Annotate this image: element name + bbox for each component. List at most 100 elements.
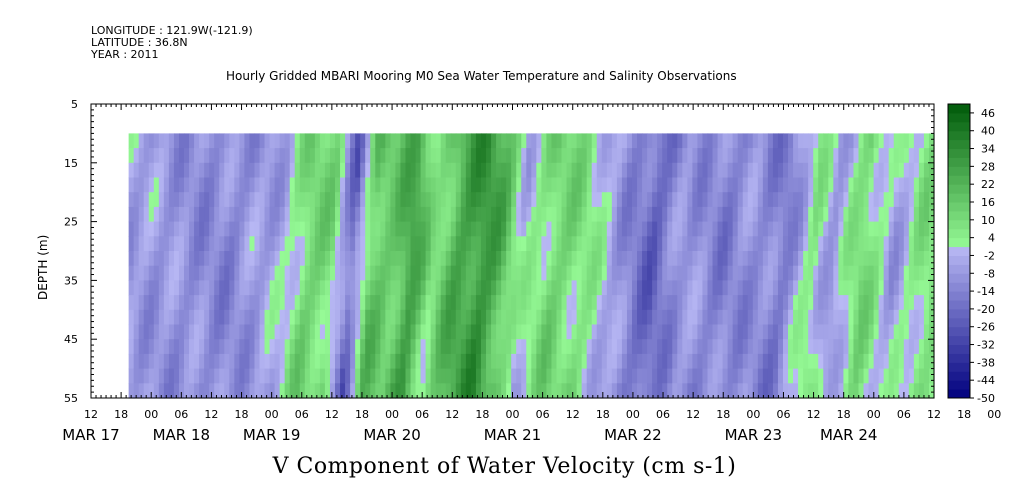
heatmap-cell bbox=[450, 192, 457, 208]
heatmap-cell bbox=[541, 236, 548, 252]
heatmap-cell bbox=[843, 192, 850, 208]
heatmap-cell bbox=[606, 368, 613, 384]
heatmap-cell bbox=[173, 206, 180, 223]
heatmap-cell bbox=[194, 280, 200, 296]
heatmap-cell bbox=[616, 133, 623, 149]
heatmap-cell bbox=[445, 206, 452, 223]
heatmap-cell bbox=[405, 148, 412, 164]
heatmap-cell bbox=[752, 309, 759, 326]
heatmap-cell bbox=[410, 265, 417, 281]
heatmap-cell bbox=[455, 251, 462, 267]
heatmap-cell bbox=[531, 236, 537, 252]
heatmap-cell bbox=[642, 309, 648, 326]
heatmap-cell bbox=[767, 368, 774, 384]
heatmap-cell bbox=[506, 192, 512, 208]
colorbar-label: 22 bbox=[981, 178, 995, 191]
heatmap-cell bbox=[244, 192, 251, 208]
heatmap-cell bbox=[269, 206, 276, 223]
heatmap-cell bbox=[647, 353, 653, 370]
heatmap-cell bbox=[345, 353, 351, 370]
heatmap-cell bbox=[626, 221, 633, 237]
heatmap-cell bbox=[626, 251, 633, 267]
heatmap-cell bbox=[511, 368, 517, 384]
heatmap-cell bbox=[400, 383, 407, 399]
heatmap-cell bbox=[642, 236, 648, 252]
heatmap-cell bbox=[234, 162, 240, 179]
heatmap-cell bbox=[274, 339, 281, 355]
heatmap-cell bbox=[455, 177, 462, 193]
heatmap-cell bbox=[370, 383, 376, 399]
heatmap-cell bbox=[244, 324, 251, 340]
heatmap-cell bbox=[923, 383, 930, 399]
heatmap-cell bbox=[596, 265, 603, 281]
heatmap-cell bbox=[732, 192, 739, 208]
x-hour-tick-label: 18 bbox=[475, 408, 489, 421]
heatmap-cell bbox=[309, 133, 316, 149]
heatmap-cell bbox=[591, 221, 598, 237]
heatmap-cell bbox=[324, 339, 331, 355]
heatmap-cell bbox=[637, 383, 643, 399]
heatmap-cell bbox=[405, 324, 412, 340]
heatmap-cell bbox=[808, 309, 814, 326]
heatmap-cell bbox=[672, 192, 678, 208]
heatmap-cell bbox=[279, 133, 286, 149]
heatmap-cell bbox=[853, 324, 860, 340]
heatmap-cell bbox=[329, 309, 336, 326]
heatmap-cell bbox=[662, 295, 668, 311]
heatmap-cell bbox=[239, 265, 245, 281]
heatmap-cell bbox=[314, 221, 321, 237]
heatmap-cell bbox=[732, 221, 739, 237]
heatmap-cell bbox=[314, 251, 321, 267]
heatmap-cell bbox=[752, 236, 759, 252]
colorbar-swatch bbox=[948, 237, 970, 248]
heatmap-cell bbox=[546, 221, 553, 237]
heatmap-cell bbox=[350, 221, 356, 237]
heatmap-cell bbox=[128, 368, 135, 384]
heatmap-cell bbox=[178, 236, 185, 252]
heatmap-cell bbox=[611, 353, 618, 370]
heatmap-cell bbox=[828, 192, 834, 208]
heatmap-cell bbox=[526, 324, 532, 340]
heatmap-cell bbox=[440, 206, 447, 223]
heatmap-cell bbox=[355, 206, 361, 223]
heatmap-cell bbox=[858, 265, 865, 281]
heatmap-cell bbox=[355, 162, 361, 179]
heatmap-cell bbox=[631, 295, 638, 311]
heatmap-cell bbox=[400, 339, 407, 355]
x-hour-tick-label: 12 bbox=[84, 408, 98, 421]
heatmap-cell bbox=[918, 251, 925, 267]
heatmap-cell bbox=[788, 221, 794, 237]
heatmap-cell bbox=[496, 162, 502, 179]
heatmap-cell bbox=[637, 206, 643, 223]
heatmap-cell bbox=[823, 236, 829, 252]
heatmap-cell bbox=[601, 324, 608, 340]
heatmap-cell bbox=[581, 236, 588, 252]
heatmap-cell bbox=[727, 177, 734, 193]
colorbar-swatch bbox=[948, 148, 970, 158]
heatmap-cell bbox=[626, 339, 633, 355]
heatmap-cell bbox=[199, 339, 205, 355]
heatmap-cell bbox=[511, 339, 517, 355]
heatmap-cell bbox=[667, 148, 673, 164]
heatmap-cell bbox=[415, 133, 422, 149]
heatmap-cell bbox=[742, 206, 749, 223]
heatmap-cell bbox=[224, 324, 230, 340]
heatmap-cell bbox=[652, 280, 658, 296]
heatmap-cell bbox=[591, 133, 598, 149]
heatmap-cell bbox=[148, 192, 155, 208]
heatmap-cell bbox=[390, 148, 397, 164]
heatmap-cell bbox=[335, 309, 341, 326]
heatmap-cell bbox=[757, 206, 764, 223]
heatmap-cell bbox=[571, 280, 578, 296]
heatmap-cell bbox=[244, 265, 251, 281]
heatmap-cell bbox=[511, 353, 517, 370]
heatmap-cell bbox=[712, 236, 719, 252]
heatmap-cell bbox=[370, 295, 376, 311]
heatmap-cell bbox=[521, 221, 527, 237]
heatmap-cell bbox=[194, 177, 200, 193]
heatmap-cell bbox=[194, 221, 200, 237]
heatmap-cell bbox=[702, 251, 709, 267]
heatmap-cell bbox=[158, 383, 165, 399]
x-hour-tick-label: 06 bbox=[776, 408, 790, 421]
heatmap-cell bbox=[234, 383, 240, 399]
